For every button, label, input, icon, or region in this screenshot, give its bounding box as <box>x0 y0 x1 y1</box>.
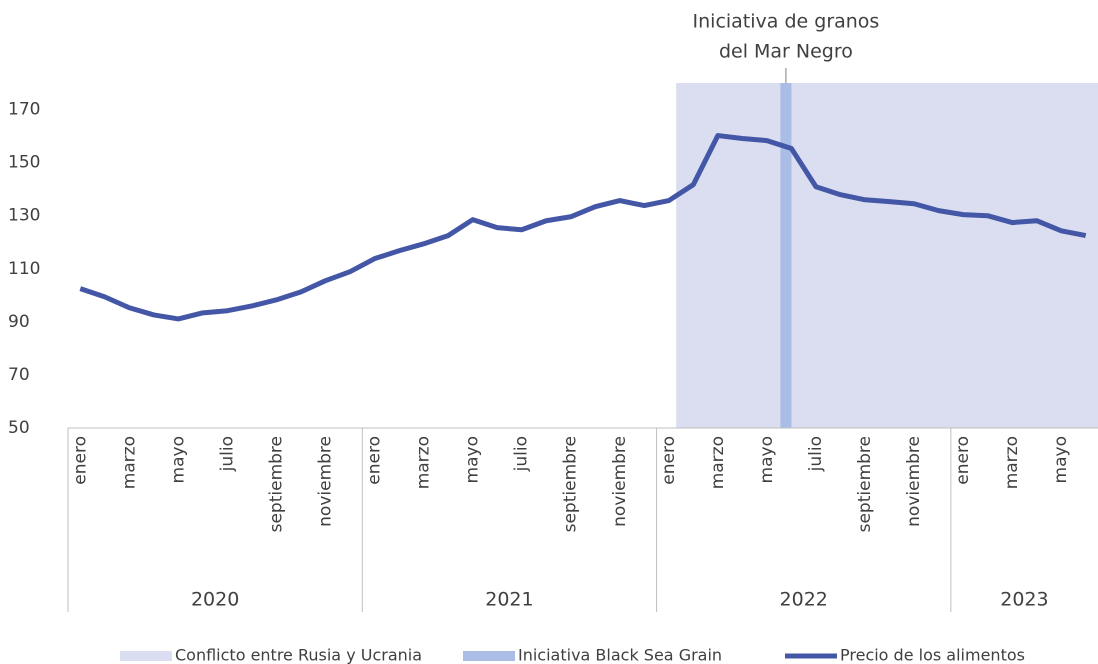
legend-swatch <box>120 651 172 661</box>
x-tick-label: enero <box>953 436 973 485</box>
shaded-region <box>780 83 792 428</box>
y-tick-label: 70 <box>8 365 30 385</box>
x-tick-label: enero <box>659 436 679 485</box>
x-tick-label: julio <box>806 436 826 472</box>
y-tick-label: 170 <box>8 100 40 120</box>
x-tick-label: julio <box>217 436 237 472</box>
x-tick-label: septiembre <box>855 436 875 532</box>
group-label: 2022 <box>780 589 828 611</box>
legend-label: Precio de los alimentos <box>840 646 1025 664</box>
x-tick-label: septiembre <box>561 436 581 532</box>
y-tick-label: 90 <box>8 312 30 332</box>
x-tick-label: noviembre <box>316 436 336 527</box>
line-series <box>79 133 1087 322</box>
x-tick-label: marzo <box>708 436 728 489</box>
legend-swatch <box>463 651 515 661</box>
group-label: 2020 <box>191 589 239 611</box>
legend-label: Iniciativa Black Sea Grain <box>518 646 722 664</box>
x-tick-label: marzo <box>1002 436 1022 489</box>
x-tick-label: mayo <box>757 436 777 483</box>
x-tick-label: mayo <box>463 436 483 483</box>
annotation: Iniciativa de granos <box>693 11 880 33</box>
shaded-region <box>676 83 1098 428</box>
x-tick-label: noviembre <box>904 436 924 527</box>
y-tick-label: 130 <box>8 206 40 226</box>
x-tick-label: mayo <box>168 436 188 483</box>
x-tick-label: noviembre <box>610 436 630 527</box>
group-label: 2023 <box>1000 589 1048 611</box>
legend-label: Conflicto entre Rusia y Ucrania <box>175 646 422 664</box>
x-tick-label: septiembre <box>266 436 286 532</box>
y-tick-label: 150 <box>8 153 40 173</box>
x-tick-label: enero <box>70 436 90 485</box>
x-tick-label: marzo <box>414 436 434 489</box>
y-tick-label: 50 <box>8 418 30 438</box>
group-label: 2021 <box>485 589 533 611</box>
x-tick-label: julio <box>512 436 532 472</box>
x-tick-label: enero <box>365 436 385 485</box>
y-tick-label: 110 <box>8 259 40 279</box>
annotation: del Mar Negro <box>719 41 853 63</box>
x-tick-label: mayo <box>1051 436 1071 483</box>
x-tick-label: marzo <box>119 436 139 489</box>
